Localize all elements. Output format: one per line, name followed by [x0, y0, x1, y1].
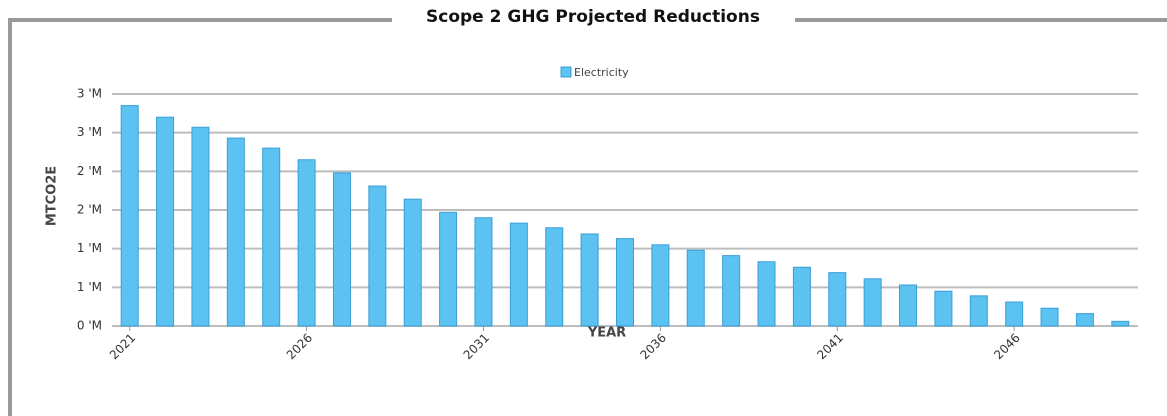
bar: [686, 249, 705, 327]
bar: [226, 137, 245, 327]
bar: [474, 217, 493, 327]
frame: [8, 18, 1167, 416]
bar: [1005, 301, 1024, 327]
bar: [332, 172, 351, 327]
y-tick-label: 3 'M: [77, 87, 102, 101]
bar: [191, 126, 210, 327]
y-tick-label: 1 'M: [77, 241, 102, 255]
y-tick-label: 0 'M: [77, 319, 102, 333]
y-tick-label: 2 'M: [77, 164, 102, 178]
chart-title: Scope 2 GHG Projected Reductions: [426, 7, 760, 27]
bar: [757, 261, 776, 327]
bar: [722, 255, 741, 327]
bar: [439, 211, 458, 327]
x-tick-label: 2041: [814, 331, 845, 362]
bar: [1075, 313, 1094, 327]
bar: [368, 185, 387, 327]
y-axis-title: MTCO2E: [45, 166, 60, 226]
bar: [969, 295, 988, 327]
bar: [792, 266, 811, 327]
bar: [262, 147, 281, 327]
legend-label: Electricity: [574, 66, 629, 79]
x-tick-label: 2031: [461, 331, 492, 362]
bar: [403, 198, 422, 327]
bar: [580, 233, 599, 327]
x-tick-label: 2021: [107, 331, 138, 362]
bar: [616, 238, 634, 327]
bar: [651, 244, 670, 327]
bar: [297, 159, 316, 327]
bar: [863, 278, 882, 327]
x-tick-label: 2046: [991, 331, 1022, 362]
bar: [1040, 307, 1059, 327]
y-tick-label: 3 'M: [77, 125, 102, 139]
bar: [120, 105, 139, 327]
y-tick-label: 1 'M: [77, 280, 102, 294]
bar: [828, 272, 847, 327]
x-tick-label: 2026: [284, 331, 315, 362]
x-tick-label: 2036: [637, 331, 668, 362]
bar: [934, 290, 953, 327]
bar: [899, 284, 918, 327]
y-tick-label: 2 'M: [77, 203, 102, 217]
bar: [1111, 320, 1130, 327]
bar: [509, 222, 528, 327]
bar: [545, 227, 564, 327]
x-axis-title: YEAR: [587, 326, 626, 341]
bar: [156, 116, 175, 327]
legend-swatch: [560, 66, 572, 78]
